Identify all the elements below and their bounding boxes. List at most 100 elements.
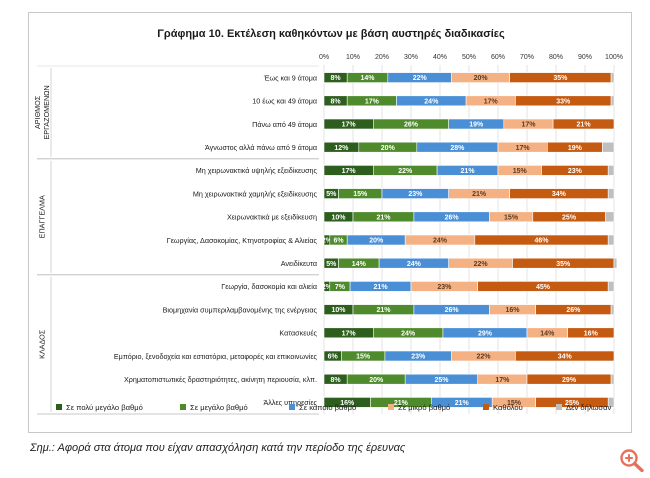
data-label: 20%: [369, 238, 384, 245]
row-label: Ανειδίκευτα: [281, 259, 317, 268]
row-label: Βιομηχανία συμπεριλαμβανομένης της ενέργ…: [163, 305, 318, 314]
data-label: 28%: [450, 145, 465, 152]
data-label: 26%: [566, 307, 581, 314]
data-label: 21%: [455, 400, 470, 407]
bar-segment: [602, 141, 615, 153]
x-tick-label: 90%: [578, 54, 592, 61]
group-label: ΑΡΙΘΜΟΣΕΡΓΑΖΟΜΕΝΩΝ: [33, 85, 51, 139]
data-label: 17%: [342, 168, 357, 175]
bar-segment: [610, 72, 615, 83]
data-label: 10%: [331, 214, 346, 221]
data-label: 26%: [445, 307, 460, 314]
legend-swatch: [56, 404, 62, 410]
data-label: 8%: [331, 377, 342, 384]
legend-label: Δεν δήλωσαν: [566, 403, 612, 412]
legend-swatch: [180, 404, 186, 410]
bar-segment: [515, 350, 615, 362]
data-label: 22%: [398, 168, 413, 175]
data-label: 24%: [433, 238, 448, 245]
data-label: 14%: [360, 75, 375, 82]
data-label: 19%: [469, 122, 484, 129]
x-tick-label: 0%: [319, 54, 329, 61]
data-label: 20%: [474, 75, 489, 82]
data-label: 5%: [326, 191, 337, 198]
x-tick-label: 60%: [491, 54, 505, 61]
bar-segment: [610, 95, 615, 107]
data-label: 23%: [568, 168, 583, 175]
legend-label: Σε πολύ μεγάλο βαθμό: [66, 403, 143, 412]
data-label: 26%: [404, 122, 419, 129]
group-label-line: ΕΡΓΑΖΟΜΕΝΩΝ: [42, 85, 51, 139]
row-label: Γεωργίας, Δασοκομίας, Κτηνοτροφίας & Αλι…: [167, 236, 318, 245]
footnote: Σημ.: Αφορά στα άτομα που είχαν απασχόλη…: [30, 442, 406, 454]
bar-segment: [607, 165, 615, 176]
data-label: 24%: [424, 98, 439, 105]
row-label: Μη χειρωνακτικά υψηλής εξειδίκευσης: [196, 166, 318, 175]
data-label: 34%: [558, 354, 573, 361]
x-tick-label: 100%: [605, 54, 623, 61]
data-label: 15%: [353, 191, 368, 198]
data-label: 16%: [584, 330, 599, 337]
data-label: 17%: [365, 98, 380, 105]
x-tick-label: 20%: [375, 54, 389, 61]
data-label: 12%: [334, 145, 349, 152]
legend-swatch: [556, 404, 562, 410]
data-label: 23%: [437, 284, 452, 291]
row-label: Γεωργία, δασοκομία και αλιεία: [221, 282, 317, 291]
data-label: 46%: [534, 238, 549, 245]
x-tick-label: 70%: [520, 54, 534, 61]
legend-label: Σε κάποιο βαθμό: [299, 403, 356, 412]
data-label: 20%: [369, 377, 384, 384]
legend-swatch: [483, 404, 489, 410]
data-label: 25%: [565, 400, 580, 407]
legend-label: Σε μεγάλο βαθμό: [190, 403, 248, 412]
bar-segment: [607, 188, 615, 199]
row-label: Χειρωνακτικά με εξειδίκευση: [227, 213, 317, 222]
row-label: Πάνω από 49 άτομα: [252, 120, 317, 129]
legend-swatch: [289, 404, 295, 410]
data-label: 23%: [411, 354, 426, 361]
data-label: 6%: [333, 238, 344, 245]
x-tick-label: 30%: [404, 54, 418, 61]
data-label: 2%: [322, 284, 333, 291]
bar-segment: [610, 304, 615, 315]
data-label: 15%: [513, 168, 528, 175]
data-label: 16%: [340, 400, 355, 407]
data-label: 45%: [536, 284, 551, 291]
data-label: 19%: [568, 145, 583, 152]
data-label: 17%: [521, 122, 536, 129]
data-label: 17%: [342, 122, 357, 129]
data-label: 24%: [401, 330, 416, 337]
group-label: ΕΠΑΓΓΕΛΜΑ: [38, 195, 47, 238]
data-label: 21%: [461, 168, 476, 175]
data-label: 8%: [331, 98, 342, 105]
data-label: 35%: [553, 75, 568, 82]
group-label-line: ΕΠΑΓΓΕΛΜΑ: [38, 195, 47, 238]
data-label: 17%: [342, 330, 357, 337]
bar-segment: [613, 257, 618, 269]
data-label: 10%: [331, 307, 346, 314]
row-label: Χρηματοπιστωτικές δραστηριότητες, ακίνητ…: [124, 375, 317, 384]
data-label: 25%: [434, 377, 449, 384]
row-label: 10 έως και 49 άτομα: [252, 97, 317, 106]
bar-segment: [567, 327, 615, 339]
data-label: 15%: [504, 214, 519, 221]
data-label: 5%: [326, 261, 337, 268]
row-label: Άγνωστος αλλά πάνω από 9 άτομα: [205, 143, 317, 152]
data-label: 22%: [476, 354, 491, 361]
bar-segment: [610, 373, 615, 385]
data-label: 21%: [577, 122, 592, 129]
data-label: 21%: [376, 214, 391, 221]
data-label: 15%: [356, 354, 371, 361]
row-label: Άλλες υπηρεσίες: [263, 398, 317, 407]
data-label: 7%: [335, 284, 346, 291]
data-label: 20%: [381, 145, 396, 152]
data-label: 21%: [376, 307, 391, 314]
data-label: 21%: [374, 284, 389, 291]
zoom-in-icon[interactable]: [619, 448, 645, 472]
legend-swatch: [388, 404, 394, 410]
data-label: 29%: [562, 377, 577, 384]
data-label: 24%: [407, 261, 422, 268]
data-label: 14%: [352, 261, 367, 268]
x-tick-label: 10%: [346, 54, 360, 61]
